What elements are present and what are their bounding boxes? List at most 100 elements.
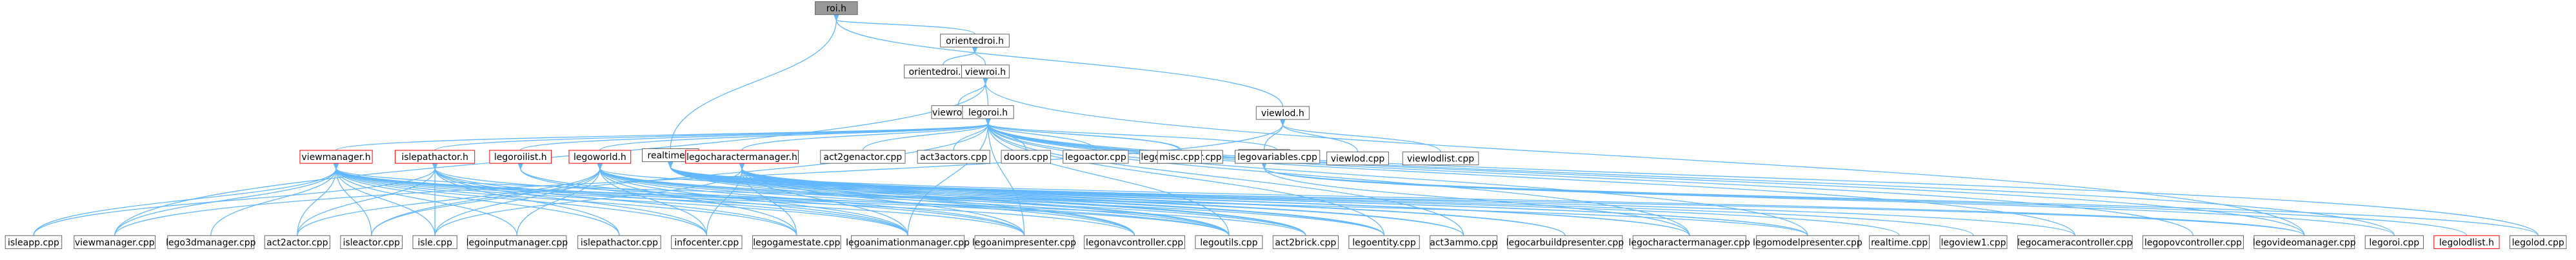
file-node-box bbox=[974, 235, 1074, 249]
file-node-viewmanager-h[interactable]: viewmanager.h bbox=[299, 150, 373, 164]
file-node-box bbox=[815, 1, 858, 15]
file-node-box bbox=[962, 105, 1014, 119]
dependency-edge bbox=[741, 124, 988, 151]
file-node-legoroi-cpp[interactable]: legoroi.cpp bbox=[2364, 235, 2424, 249]
dependency-edge bbox=[600, 168, 1306, 236]
file-node-label: legonavcontroller.cpp bbox=[1086, 237, 1183, 248]
file-node-label: viewmanager.h bbox=[301, 152, 370, 163]
dependency-edge bbox=[957, 83, 985, 106]
file-node-roi-h[interactable]: roi.h bbox=[815, 1, 858, 15]
file-node-box bbox=[5, 235, 63, 249]
file-node-label: roi.h bbox=[826, 4, 846, 14]
file-node-box bbox=[1063, 150, 1129, 164]
file-node-act2genactor-cpp[interactable]: act2genactor.cpp bbox=[820, 150, 906, 164]
file-node-label: legovariables.cpp bbox=[1237, 152, 1317, 163]
dependency-edge bbox=[600, 168, 1385, 236]
file-node-legoroi-h[interactable]: legoroi.h bbox=[962, 105, 1014, 119]
file-node-box bbox=[940, 34, 1010, 48]
file-node-label: legovideomanager.cpp bbox=[2253, 237, 2356, 248]
dependency-edges bbox=[33, 20, 2539, 236]
file-node-legoinputmanager-cpp[interactable]: legoinputmanager.cpp bbox=[466, 235, 568, 249]
file-node-legolodlist-h[interactable]: legolodlist.h bbox=[2433, 235, 2500, 249]
file-node-label: viewroi.h bbox=[965, 67, 1006, 77]
dependency-edge bbox=[670, 167, 2075, 236]
file-node-legoutils-cpp[interactable]: legoutils.cpp bbox=[1195, 235, 1263, 249]
dependency-edge bbox=[742, 168, 1808, 236]
file-node-viewmanager-cpp[interactable]: viewmanager.cpp bbox=[74, 235, 156, 249]
dependency-edge bbox=[336, 168, 435, 236]
file-node-legoentity-cpp[interactable]: legoentity.cpp bbox=[1348, 235, 1420, 249]
file-node-label: legoanimationmanager.cpp bbox=[846, 237, 970, 248]
dependency-edge bbox=[742, 168, 1566, 236]
file-node-legomodelpresenter-cpp[interactable]: legomodelpresenter.cpp bbox=[1753, 235, 1862, 249]
file-node-label: isleactor.cpp bbox=[343, 237, 400, 248]
file-node-legogamestate-cpp[interactable]: legogamestate.cpp bbox=[752, 235, 841, 249]
file-node-label: act3actors.cpp bbox=[920, 152, 987, 163]
file-node-isleapp-cpp[interactable]: isleapp.cpp bbox=[5, 235, 63, 249]
file-node-legolod-cpp[interactable]: legolod.cpp bbox=[2509, 235, 2567, 249]
file-node-box bbox=[395, 150, 475, 164]
dependency-edge bbox=[521, 168, 1025, 236]
file-node-act3ammo-cpp[interactable]: act3ammo.cpp bbox=[1430, 235, 1497, 249]
file-node-legopovcontroller-cpp[interactable]: legopovcontroller.cpp bbox=[2142, 235, 2244, 249]
file-node-viewlod-h[interactable]: viewlod.h bbox=[1255, 106, 1310, 120]
dependency-edge bbox=[988, 124, 2194, 236]
file-node-orientedroi-h[interactable]: orientedroi.h bbox=[940, 34, 1010, 48]
dependency-edge bbox=[742, 168, 1385, 236]
file-node-misc-cpp[interactable]: misc.cpp bbox=[1157, 150, 1202, 164]
file-node-label: viewlod.cpp bbox=[1331, 154, 1385, 165]
file-node-box bbox=[917, 150, 990, 164]
dependency-edge bbox=[114, 168, 336, 236]
file-node-legonavcontroller-cpp[interactable]: legonavcontroller.cpp bbox=[1084, 235, 1186, 249]
file-node-lego3dmanager-cpp[interactable]: lego3dmanager.cpp bbox=[166, 235, 256, 249]
file-node-realtime-cpp[interactable]: realtime.cpp bbox=[1869, 235, 1930, 249]
dependency-edge bbox=[1264, 168, 2395, 236]
file-node-isleactor-cpp[interactable]: isleactor.cpp bbox=[340, 235, 403, 249]
file-node-label: viewlod.h bbox=[1261, 108, 1304, 119]
dependency-edge bbox=[336, 168, 620, 236]
file-node-viewlodlist-cpp[interactable]: viewlodlist.cpp bbox=[1402, 152, 1479, 166]
file-node-infocenter-cpp[interactable]: infocenter.cpp bbox=[671, 235, 743, 249]
dependency-edge bbox=[516, 168, 600, 236]
file-node-doors-cpp[interactable]: doors.cpp bbox=[1001, 150, 1052, 164]
file-node-label: legogamestate.cpp bbox=[753, 237, 840, 248]
dependency-edge bbox=[988, 124, 1385, 236]
file-node-legoanimationmanager-cpp[interactable]: legoanimationmanager.cpp bbox=[846, 235, 970, 249]
dependency-edge bbox=[33, 168, 336, 236]
dependency-edge bbox=[371, 124, 988, 236]
file-node-legoactor-cpp[interactable]: legoactor.cpp bbox=[1063, 150, 1129, 164]
file-node-legoroilist-h[interactable]: legoroilist.h bbox=[489, 150, 552, 164]
file-node-box bbox=[489, 150, 552, 164]
file-node-viewroi-h[interactable]: viewroi.h bbox=[961, 65, 1010, 79]
file-node-viewlod-cpp[interactable]: viewlod.cpp bbox=[1326, 152, 1389, 166]
file-node-legocarbuildpresenter-cpp[interactable]: legocarbuildpresenter.cpp bbox=[1506, 235, 1624, 249]
file-node-act2actor-cpp[interactable]: act2actor.cpp bbox=[264, 235, 330, 249]
file-node-legovideomanager-cpp[interactable]: legovideomanager.cpp bbox=[2253, 235, 2356, 249]
dependency-edge bbox=[988, 124, 2395, 236]
dependency-edge bbox=[336, 168, 1808, 236]
file-node-legoworld-h[interactable]: legoworld.h bbox=[568, 150, 632, 164]
dependency-edge bbox=[1264, 168, 2539, 236]
file-node-label: lego3dmanager.cpp bbox=[166, 237, 255, 248]
file-node-islepathactor-h[interactable]: islepathactor.h bbox=[395, 150, 475, 164]
dependency-edge bbox=[670, 167, 1230, 236]
file-node-box bbox=[1869, 235, 1930, 249]
file-node-label: legoroi.h bbox=[968, 108, 1008, 118]
file-node-legocameracontroller-cpp[interactable]: legocameracontroller.cpp bbox=[2017, 235, 2133, 249]
file-node-label: act2actor.cpp bbox=[266, 237, 328, 248]
dependency-edge bbox=[1283, 125, 1441, 152]
file-node-act2brick-cpp[interactable]: act2brick.cpp bbox=[1272, 235, 1339, 249]
file-node-act3actors-cpp[interactable]: act3actors.cpp bbox=[917, 150, 990, 164]
file-node-box bbox=[264, 235, 330, 249]
file-node-legoanimpresenter-cpp[interactable]: legoanimpresenter.cpp bbox=[972, 235, 1076, 249]
file-node-label: legocarbuildpresenter.cpp bbox=[1506, 237, 1624, 248]
file-node-legovariables-cpp[interactable]: legovariables.cpp bbox=[1234, 150, 1321, 164]
file-node-label: legolod.cpp bbox=[2512, 237, 2564, 248]
file-node-legoview1-cpp[interactable]: legoview1.cpp bbox=[1939, 235, 2008, 249]
dependency-edge bbox=[336, 168, 1025, 236]
file-node-box bbox=[1348, 235, 1420, 249]
file-node-legocharactermanager-h[interactable]: legocharactermanager.h bbox=[685, 150, 799, 164]
file-node-legocharactermanager-cpp[interactable]: legocharactermanager.cpp bbox=[1629, 235, 1750, 249]
file-node-islepathactor-cpp[interactable]: islepathactor.cpp bbox=[577, 235, 661, 249]
file-node-isle-cpp[interactable]: isle.cpp bbox=[412, 235, 457, 249]
